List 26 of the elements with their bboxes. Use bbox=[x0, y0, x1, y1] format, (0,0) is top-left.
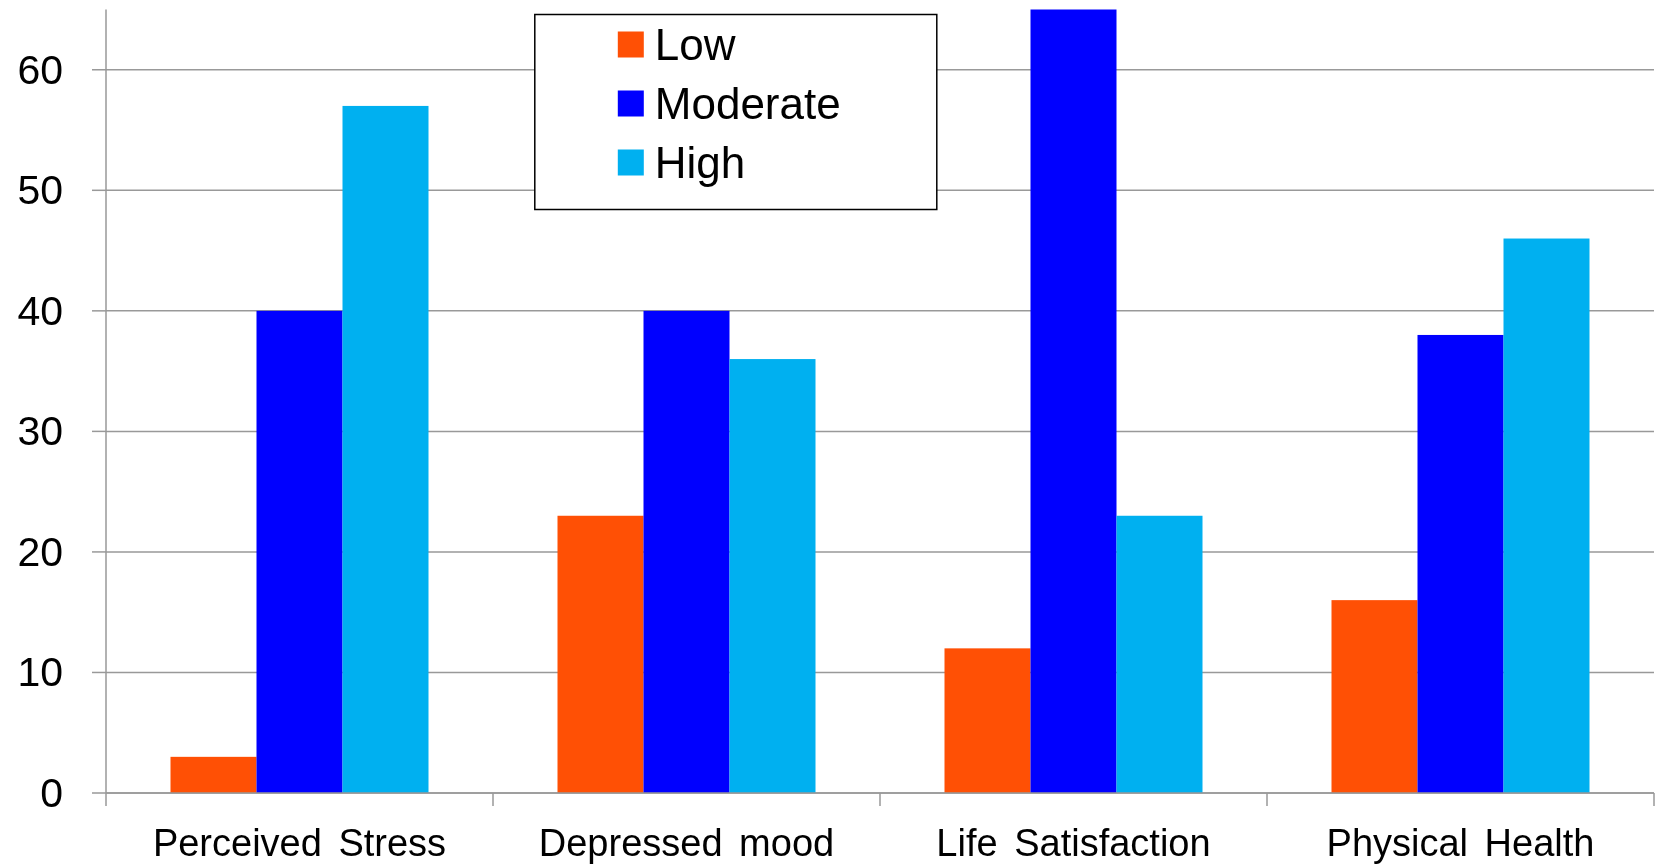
bar bbox=[342, 105, 429, 793]
bar bbox=[256, 310, 343, 793]
y-tick-label: 50 bbox=[17, 167, 63, 214]
y-tick-label: 20 bbox=[17, 528, 63, 575]
x-tick-label: Perceived Stress bbox=[152, 822, 447, 864]
x-tick-label: Life Satisfaction bbox=[936, 822, 1211, 864]
bar bbox=[1503, 238, 1590, 793]
y-tick-label: 10 bbox=[17, 649, 63, 696]
legend-label: Moderate bbox=[654, 79, 841, 128]
y-tick-label: 60 bbox=[17, 46, 63, 93]
y-tick-label: 30 bbox=[17, 408, 63, 455]
bar bbox=[557, 515, 644, 793]
bar bbox=[1116, 515, 1203, 793]
bar bbox=[170, 756, 257, 793]
bar bbox=[643, 310, 730, 793]
bar bbox=[944, 648, 1031, 793]
y-tick-label: 0 bbox=[40, 770, 63, 816]
y-tick-label: 40 bbox=[17, 287, 63, 334]
bar bbox=[729, 359, 816, 793]
bar bbox=[1030, 9, 1117, 793]
bar bbox=[1417, 334, 1504, 793]
legend-label: Low bbox=[654, 20, 736, 69]
bar bbox=[1331, 600, 1418, 793]
x-tick-label: Physical Health bbox=[1326, 822, 1595, 864]
x-tick-label: Depressed mood bbox=[538, 822, 835, 864]
legend-label: High bbox=[654, 138, 746, 187]
